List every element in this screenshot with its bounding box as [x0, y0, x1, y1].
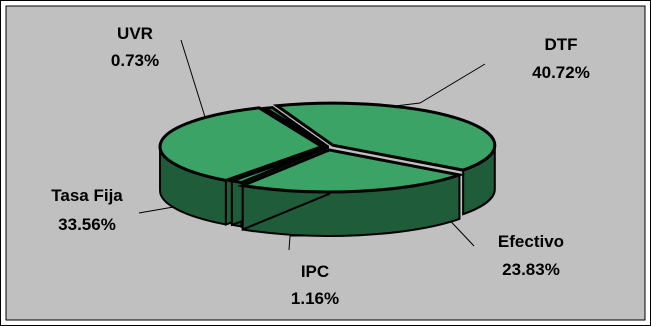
slice-efectivo	[237, 148, 466, 194]
slice-ipc	[226, 145, 329, 185]
pie-slices	[158, 101, 497, 237]
slice-label-uvr: UVR	[117, 24, 153, 43]
slice-value-dtf: 40.72%	[532, 63, 590, 82]
slice-label-efectivo: Efectivo	[498, 232, 564, 251]
slice-dtf	[272, 101, 497, 172]
slice-label-ipc: IPC	[301, 262, 329, 281]
slice-labels: DTF 40.72% Efectivo 23.83% IPC 1.16% Tasa Fija…	[51, 24, 590, 308]
slice-label-tasa-fija: Tasa Fija	[51, 186, 123, 205]
slice-value-efectivo: 23.83%	[502, 260, 560, 279]
slice-tasa-fija	[158, 106, 326, 183]
slice-value-uvr: 0.73%	[111, 51, 159, 70]
slice-uvr	[260, 106, 329, 149]
slice-value-tasa-fija: 33.56%	[58, 215, 116, 234]
slice-label-dtf: DTF	[544, 35, 577, 54]
leader-line-dtf	[394, 63, 486, 107]
slice-value-ipc: 1.16%	[291, 289, 339, 308]
leader-line-uvr	[180, 39, 206, 118]
